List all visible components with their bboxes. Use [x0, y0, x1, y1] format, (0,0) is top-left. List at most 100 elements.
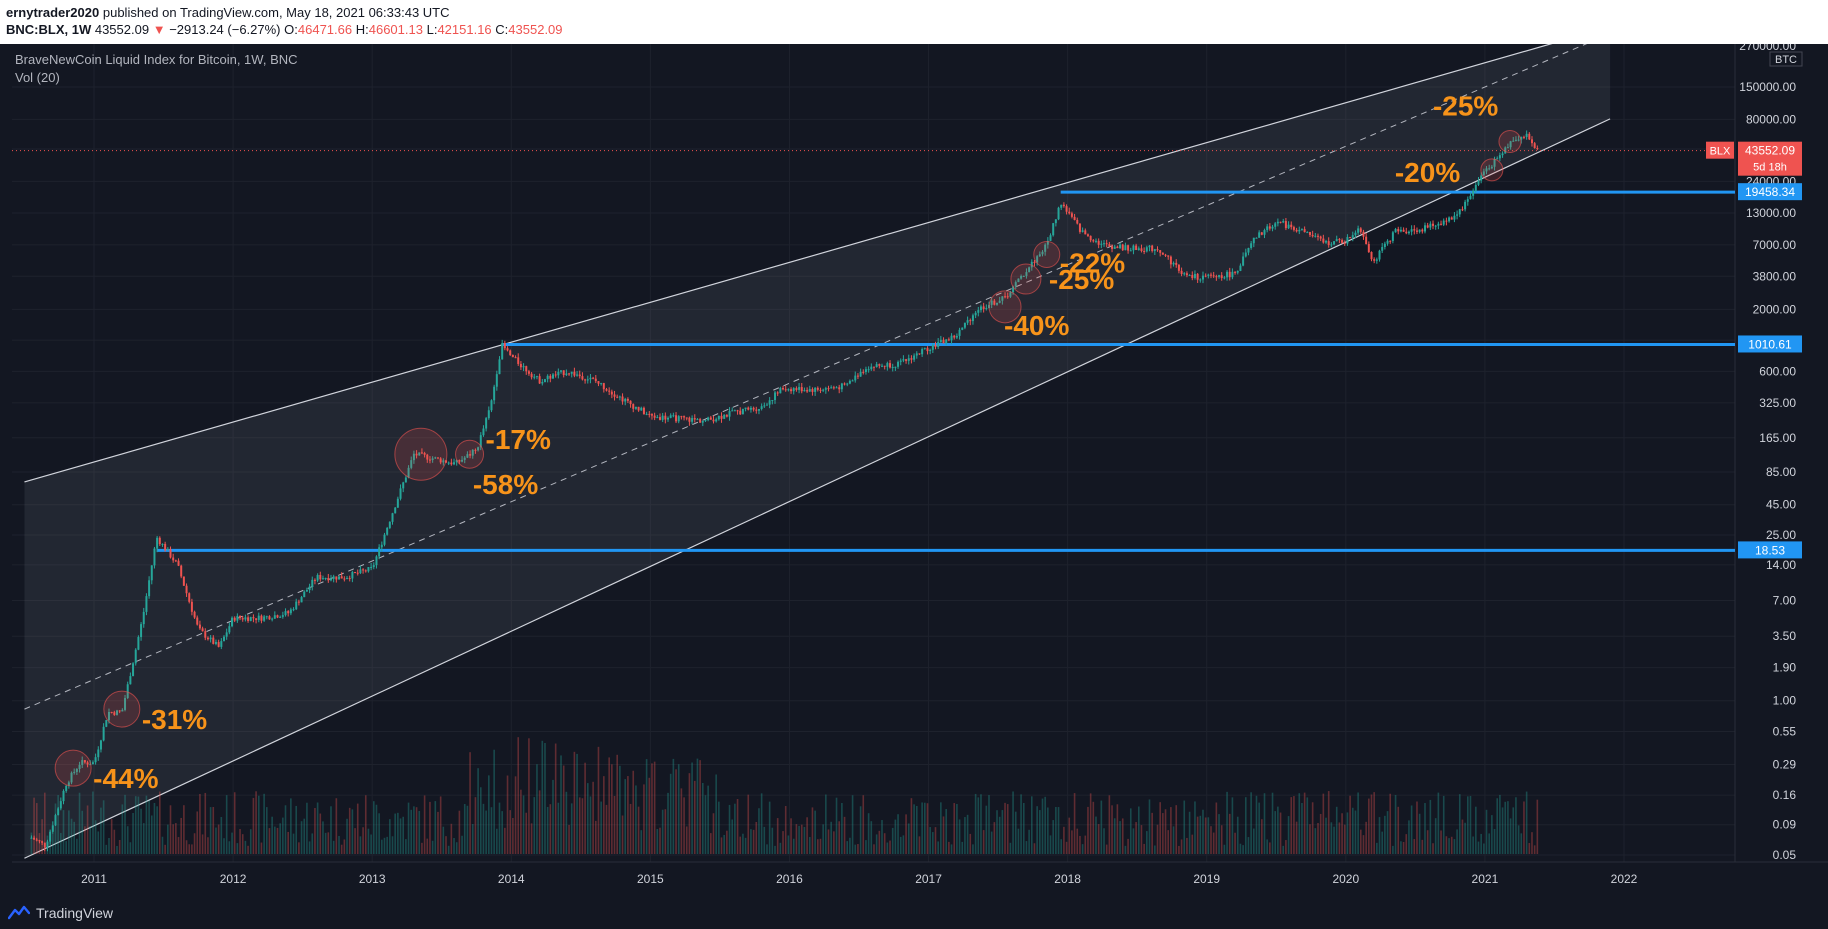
candle-body: [329, 578, 332, 581]
candle-body: [1223, 277, 1226, 279]
candle-body: [1442, 220, 1445, 225]
volume-bar: [1333, 826, 1335, 854]
channel-upper-line: [24, 26, 1611, 483]
candle-body: [212, 637, 215, 644]
volume-bar: [736, 798, 739, 854]
candle-body: [832, 387, 835, 389]
last-price: 43552.09: [94, 22, 150, 37]
volume-bar: [974, 793, 977, 854]
volume-bar: [493, 749, 495, 854]
price-tick-label: 1.90: [1773, 661, 1797, 675]
volume-bar: [1424, 803, 1426, 854]
volume-bar: [1180, 839, 1183, 854]
volume-bar: [52, 833, 54, 854]
volume-bar: [509, 810, 512, 854]
candle-body: [971, 315, 974, 322]
candle-body: [1022, 275, 1025, 277]
volume-bar: [405, 839, 407, 854]
volume-bar: [739, 836, 742, 854]
author-name[interactable]: ernytrader2020: [6, 5, 100, 20]
volume-bar: [284, 805, 287, 854]
volume-bar: [798, 825, 800, 854]
volume-bar: [164, 844, 166, 854]
candle-body: [388, 521, 391, 528]
candle-body: [263, 616, 266, 621]
volume-bar: [782, 831, 784, 854]
candle-body: [1268, 226, 1271, 229]
candle-body: [1373, 259, 1376, 261]
volume-bar: [998, 816, 1001, 854]
channel-fill: [24, 26, 1611, 859]
candle-body: [487, 410, 490, 419]
candle-body: [1378, 250, 1381, 260]
volume-bar: [715, 774, 717, 854]
chart-area[interactable]: -44% -31% -58% -17% -40% -25% -22% -20% -25% 270…: [0, 26, 1828, 929]
volume-bar: [811, 807, 814, 854]
candle-body: [1177, 264, 1180, 271]
candle-body: [94, 757, 97, 763]
candle-body: [1410, 229, 1413, 232]
candle-body: [107, 711, 110, 721]
candle-body: [1477, 180, 1480, 185]
candle-body: [1432, 223, 1435, 226]
legend-indicator[interactable]: Vol (20): [15, 70, 60, 85]
candle-body: [830, 387, 833, 389]
candle-body: [955, 335, 958, 338]
volume-bar: [389, 819, 391, 854]
candle-body: [856, 375, 859, 377]
volume-bar: [648, 777, 651, 854]
tradingview-logo[interactable]: TradingView: [8, 905, 113, 921]
price-tick-label: 0.05: [1773, 848, 1797, 862]
volume-bar: [849, 837, 851, 854]
candle-body: [185, 585, 188, 594]
candle-body: [1086, 234, 1089, 236]
volume-bar: [1113, 818, 1116, 854]
candle-body: [768, 400, 771, 405]
candle-body: [1103, 243, 1106, 245]
candle-body: [351, 571, 354, 579]
candle-body: [747, 407, 750, 410]
volume-bar: [1277, 806, 1279, 854]
price-chart[interactable]: -44%-31%-58%-17%-40%-25%-22%-20%-25% 270…: [0, 26, 1828, 897]
candle-body: [418, 452, 421, 456]
candle-body: [188, 593, 191, 602]
candle-body: [1108, 244, 1111, 247]
candle-body: [1327, 241, 1330, 246]
candle-body: [1349, 237, 1352, 239]
candle-body: [252, 617, 255, 619]
volume-bar: [204, 792, 207, 854]
candle-body: [1220, 275, 1223, 278]
candle-body: [669, 415, 672, 418]
volume-bar: [1228, 813, 1231, 854]
volume-bar: [322, 821, 324, 854]
time-tick-label: 2015: [637, 872, 664, 886]
volume-bar: [552, 779, 554, 854]
volume-bar: [530, 823, 533, 854]
drawdown-circle: [1010, 263, 1042, 295]
candle-body: [728, 411, 731, 417]
volume-bar: [57, 795, 59, 854]
volume-bar: [1325, 817, 1327, 854]
price-tick-label: 0.29: [1773, 757, 1797, 771]
volume-bar: [704, 795, 707, 854]
candle-body: [693, 418, 696, 420]
volume-bar: [1172, 826, 1175, 854]
volume-bar: [1477, 841, 1480, 854]
candle-body: [966, 320, 969, 323]
candle-body: [206, 637, 209, 640]
candle-body: [546, 375, 549, 380]
volume-bar: [364, 795, 367, 854]
candle-body: [1057, 207, 1060, 220]
drawdown-circle: [455, 439, 485, 469]
volume-bar: [1293, 796, 1295, 854]
candle-body: [562, 370, 565, 376]
candle-body: [675, 415, 678, 422]
volume-bar: [533, 797, 536, 854]
volume-bar: [977, 797, 980, 854]
candle-body: [624, 398, 627, 402]
low-value: 42151.16: [437, 22, 492, 37]
candle-body: [148, 580, 151, 597]
candle-body: [316, 574, 319, 581]
volume-bar: [1357, 792, 1359, 854]
candle-body: [525, 366, 528, 372]
